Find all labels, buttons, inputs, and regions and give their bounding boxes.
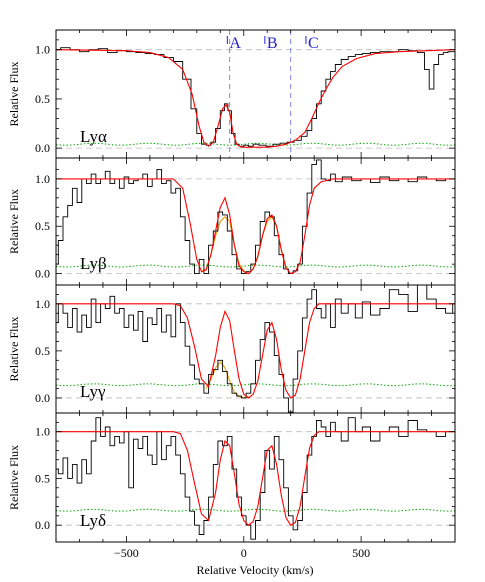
y-tick-label: 0.0 — [35, 141, 50, 155]
component-label-a: A — [229, 35, 241, 52]
panel-plot-area — [56, 285, 455, 413]
component-label-c: C — [308, 35, 319, 52]
y-tick-label: 0.0 — [35, 518, 50, 532]
panel-label: Lyγ — [80, 382, 106, 401]
y-axis-title: Relative Flux — [7, 445, 21, 510]
model-fit-curve — [56, 303, 455, 399]
model-fit-curve — [56, 178, 455, 275]
y-tick-label: 0.0 — [35, 391, 50, 405]
y-tick-label: 0.5 — [35, 92, 50, 106]
panel-plot-area — [56, 417, 455, 540]
y-axis-title: Relative Flux — [7, 62, 21, 127]
panel-2: 0.0 0.5 1.0 Relative Flux Lyβ — [7, 157, 456, 286]
panel-plot-area — [56, 159, 455, 275]
model-fit-curve — [56, 49, 455, 148]
y-tick-label: 0.0 — [35, 267, 50, 281]
y-tick-label: 1.0 — [35, 425, 50, 439]
panel-1: 0.0 0.5 1.0 Relative Flux Lyα A B C — [7, 29, 456, 159]
x-tick-label: 0 — [241, 546, 247, 560]
x-axis-title: Relative Velocity (km/s) — [196, 563, 313, 577]
panel-frame — [55, 412, 456, 543]
y-tick-label: 1.0 — [35, 297, 50, 311]
flux-spectrum — [56, 47, 455, 147]
y-tick-label: 0.5 — [35, 219, 50, 233]
error-spectrum — [56, 264, 455, 268]
x-tick-label: −500 — [114, 546, 139, 560]
alt-model-curve — [201, 215, 287, 275]
panels-layer: 0.0 0.5 1.0 Relative Flux Lyα A B C 0.0 0.5 1.0 Rel… — [7, 29, 456, 560]
y-tick-label: 0.5 — [35, 344, 50, 358]
component-label-b: B — [267, 35, 278, 52]
error-spectrum — [56, 508, 455, 512]
y-tick-label: 1.0 — [35, 43, 50, 57]
y-tick-label: 0.5 — [35, 471, 50, 485]
panel-label: Lyδ — [80, 511, 106, 530]
panel-4: 0.0 0.5 1.0 Relative Flux Lyδ −500 0 500 — [7, 412, 456, 560]
y-axis-title: Relative Flux — [7, 317, 21, 382]
panel-label: Lyα — [80, 127, 107, 146]
y-tick-label: 1.0 — [35, 172, 50, 186]
flux-spectrum — [56, 159, 455, 275]
flux-spectrum — [56, 417, 455, 540]
panel-plot-area — [56, 47, 455, 148]
error-spectrum — [56, 142, 455, 146]
panel-frame — [55, 157, 456, 286]
x-tick-label: 500 — [352, 546, 370, 560]
panel-frame — [55, 29, 456, 159]
panel-label: Lyβ — [80, 254, 107, 273]
panel-3: 0.0 0.5 1.0 Relative Flux Lyγ — [7, 284, 456, 414]
model-fit-curve — [56, 431, 455, 526]
y-axis-title: Relative Flux — [7, 189, 21, 254]
